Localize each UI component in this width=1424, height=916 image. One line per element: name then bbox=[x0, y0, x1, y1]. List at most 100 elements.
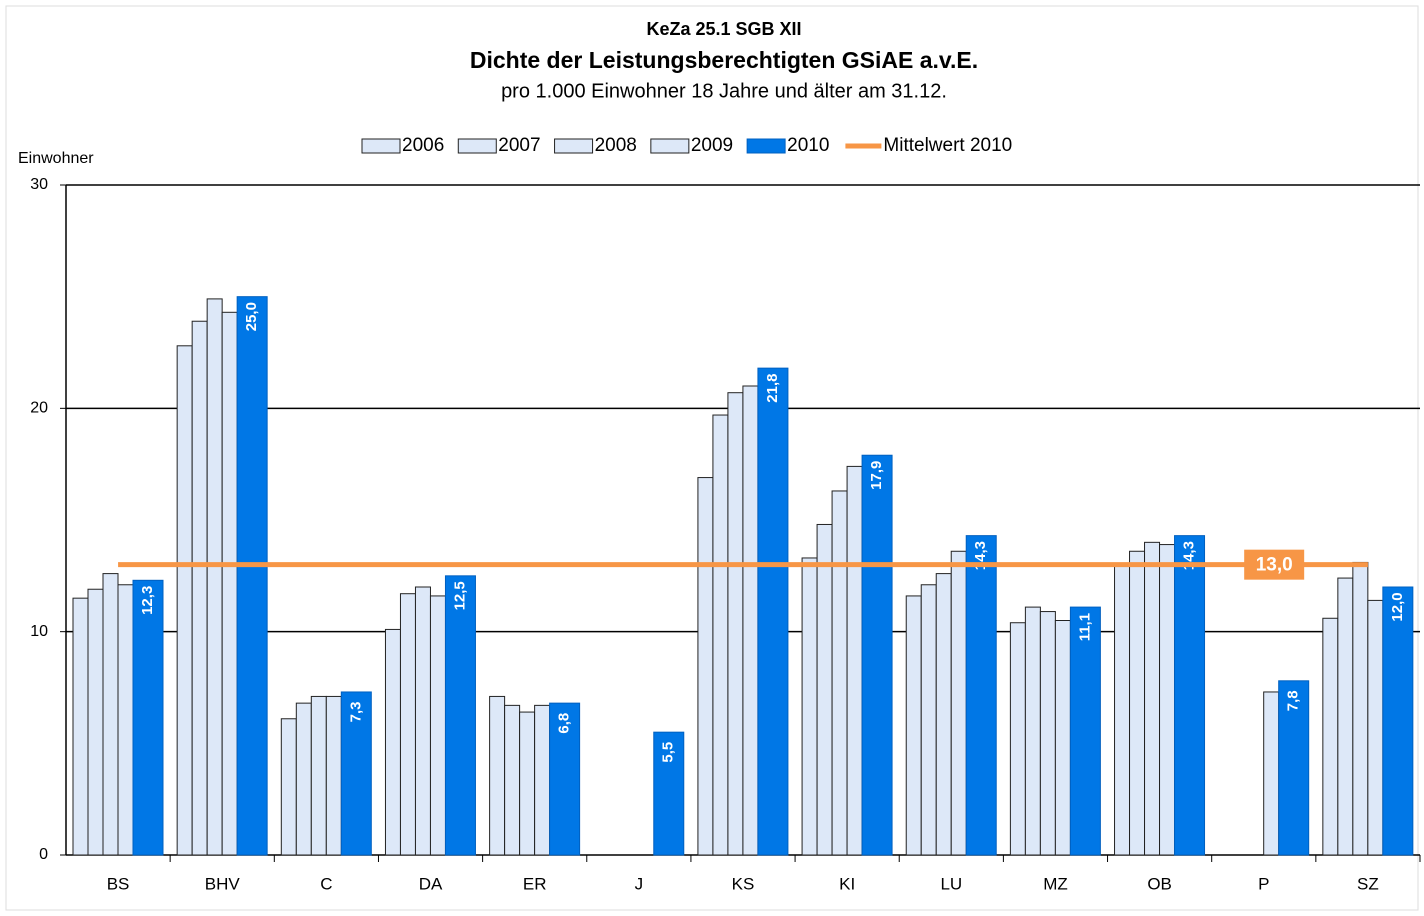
legend-label: Mittelwert 2010 bbox=[883, 135, 1012, 156]
x-tick-label: SZ bbox=[1357, 874, 1379, 893]
bar bbox=[816, 523, 833, 856]
bar bbox=[340, 691, 372, 856]
legend-swatch bbox=[650, 138, 690, 154]
data-label: 7,3 bbox=[347, 702, 364, 723]
chart-subtitle: pro 1.000 Einwohner 18 Jahre und älter a… bbox=[501, 80, 947, 102]
bar bbox=[1039, 611, 1056, 856]
bar bbox=[444, 575, 476, 856]
bar bbox=[399, 593, 416, 856]
bar bbox=[757, 367, 789, 856]
reference-label: 13,0 bbox=[1256, 555, 1293, 576]
x-tick-label: MZ bbox=[1043, 874, 1068, 893]
bar bbox=[414, 586, 431, 856]
bar bbox=[801, 557, 818, 856]
bar bbox=[965, 535, 997, 856]
bar bbox=[72, 597, 89, 856]
bar bbox=[236, 296, 268, 856]
chart-title: KeZa 25.1 SGB XII bbox=[646, 19, 801, 39]
bar bbox=[117, 584, 134, 856]
legend-swatch bbox=[554, 138, 594, 154]
data-label: 17,9 bbox=[868, 461, 885, 490]
data-label: 21,8 bbox=[764, 374, 781, 403]
bar bbox=[280, 718, 297, 856]
frame bbox=[5, 5, 1419, 911]
bar bbox=[1382, 586, 1414, 856]
legend-swatch bbox=[746, 138, 786, 154]
x-tick-label: ER bbox=[523, 874, 547, 893]
bar bbox=[920, 584, 937, 856]
x-tick-label: DA bbox=[419, 874, 443, 893]
legend-label: 2010 bbox=[787, 135, 829, 156]
bar bbox=[712, 414, 729, 856]
data-label: 12,3 bbox=[139, 586, 156, 615]
x-tick-label: BS bbox=[107, 874, 130, 893]
bar bbox=[950, 550, 967, 856]
bar bbox=[1069, 606, 1101, 856]
bar bbox=[1024, 606, 1041, 856]
bar bbox=[727, 392, 744, 856]
bar bbox=[489, 695, 506, 856]
data-label: 5,5 bbox=[660, 742, 677, 763]
legend-swatch bbox=[361, 138, 401, 154]
bar bbox=[325, 695, 342, 856]
bar bbox=[1263, 691, 1280, 856]
bar bbox=[742, 385, 759, 856]
bar bbox=[1054, 620, 1071, 856]
bar bbox=[504, 704, 521, 856]
x-tick-label: KS bbox=[732, 874, 755, 893]
x-tick-label: BHV bbox=[205, 874, 241, 893]
bar bbox=[221, 311, 238, 856]
bar bbox=[102, 573, 119, 856]
bar bbox=[861, 454, 893, 856]
x-tick-label: LU bbox=[940, 874, 962, 893]
bar bbox=[935, 573, 952, 856]
legend-label: 2008 bbox=[595, 135, 637, 156]
bar bbox=[1337, 577, 1354, 856]
legend-swatch bbox=[457, 138, 497, 154]
bar bbox=[1114, 564, 1131, 856]
data-label: 12,0 bbox=[1389, 592, 1406, 621]
y-tick-label: 30 bbox=[30, 176, 48, 193]
y-tick-label: 20 bbox=[30, 400, 48, 417]
bar bbox=[519, 711, 536, 856]
reference-label-box bbox=[1244, 549, 1305, 580]
bar bbox=[534, 704, 551, 856]
bar bbox=[831, 490, 848, 856]
bar bbox=[429, 595, 446, 856]
bar bbox=[1278, 680, 1310, 856]
data-label: 6,8 bbox=[556, 713, 573, 734]
x-tick-label: P bbox=[1258, 874, 1269, 893]
y-tick-label: 0 bbox=[39, 846, 48, 863]
bar bbox=[846, 465, 863, 856]
legend-label: 2006 bbox=[402, 135, 444, 156]
bar bbox=[1144, 541, 1161, 856]
legend-label: 2009 bbox=[691, 135, 733, 156]
bar bbox=[310, 695, 327, 856]
bar bbox=[176, 345, 193, 856]
data-label: 25,0 bbox=[243, 302, 260, 331]
bar bbox=[295, 702, 312, 856]
data-label: 12,5 bbox=[451, 581, 468, 610]
x-tick-label: C bbox=[320, 874, 332, 893]
bar bbox=[206, 298, 223, 856]
bar bbox=[87, 588, 104, 856]
bar bbox=[653, 731, 685, 856]
bar bbox=[132, 579, 164, 856]
y-axis-label: Einwohner bbox=[18, 150, 94, 167]
bar bbox=[697, 477, 714, 856]
bar bbox=[1174, 535, 1206, 856]
x-tick-label: KI bbox=[839, 874, 855, 893]
bar bbox=[549, 702, 581, 856]
bar bbox=[1352, 561, 1369, 856]
data-label: 7,8 bbox=[1285, 690, 1302, 711]
bar bbox=[384, 628, 401, 856]
x-tick-label: J bbox=[635, 874, 644, 893]
bar bbox=[1322, 617, 1339, 856]
bar bbox=[905, 595, 922, 856]
bar bbox=[1367, 599, 1384, 856]
chart-subtitle: Dichte der Leistungsberechtigten GSiAE a… bbox=[470, 47, 978, 73]
data-label: 11,1 bbox=[1076, 613, 1093, 641]
bar bbox=[191, 320, 208, 856]
bar bbox=[1129, 550, 1146, 856]
